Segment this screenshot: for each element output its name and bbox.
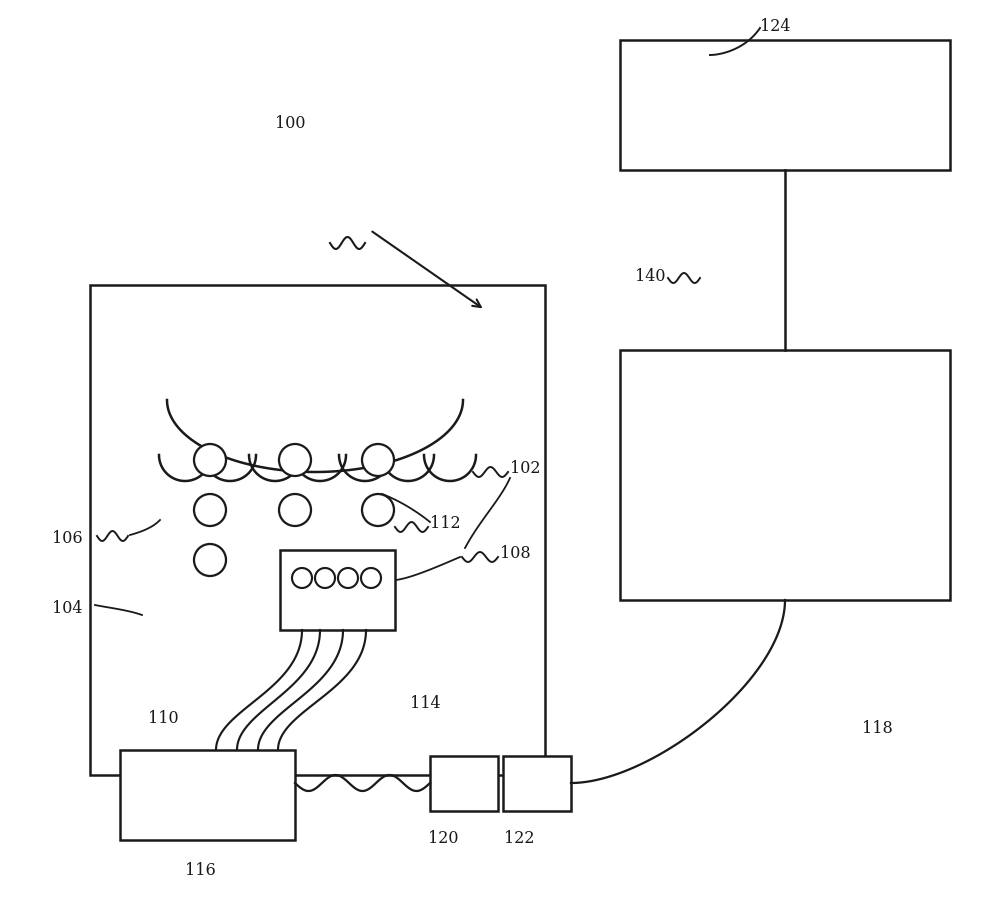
Bar	[503, 756, 571, 811]
Circle shape	[194, 444, 226, 476]
Circle shape	[362, 494, 394, 526]
Circle shape	[194, 544, 226, 576]
Text: 108: 108	[500, 545, 531, 562]
Text: 124: 124	[760, 18, 790, 35]
Circle shape	[194, 494, 226, 526]
Circle shape	[338, 568, 358, 588]
Text: 106: 106	[52, 530, 83, 547]
Text: 140: 140	[635, 268, 666, 285]
Bar	[430, 756, 498, 811]
Text: 110: 110	[148, 710, 179, 727]
Text: 112: 112	[430, 515, 461, 532]
Circle shape	[315, 568, 335, 588]
Bar	[620, 350, 950, 600]
Text: 102: 102	[510, 460, 540, 477]
Text: 104: 104	[52, 600, 82, 617]
Text: 118: 118	[862, 720, 893, 737]
Circle shape	[292, 568, 312, 588]
Bar	[120, 750, 295, 840]
Text: 114: 114	[410, 695, 441, 712]
Circle shape	[279, 494, 311, 526]
Bar	[280, 550, 395, 630]
Circle shape	[361, 568, 381, 588]
Bar	[620, 40, 950, 170]
Circle shape	[362, 444, 394, 476]
Bar	[90, 285, 545, 775]
Circle shape	[279, 444, 311, 476]
Text: 100: 100	[275, 115, 306, 132]
Text: 116: 116	[185, 862, 216, 879]
Text: 122: 122	[504, 830, 534, 847]
Text: 120: 120	[428, 830, 458, 847]
